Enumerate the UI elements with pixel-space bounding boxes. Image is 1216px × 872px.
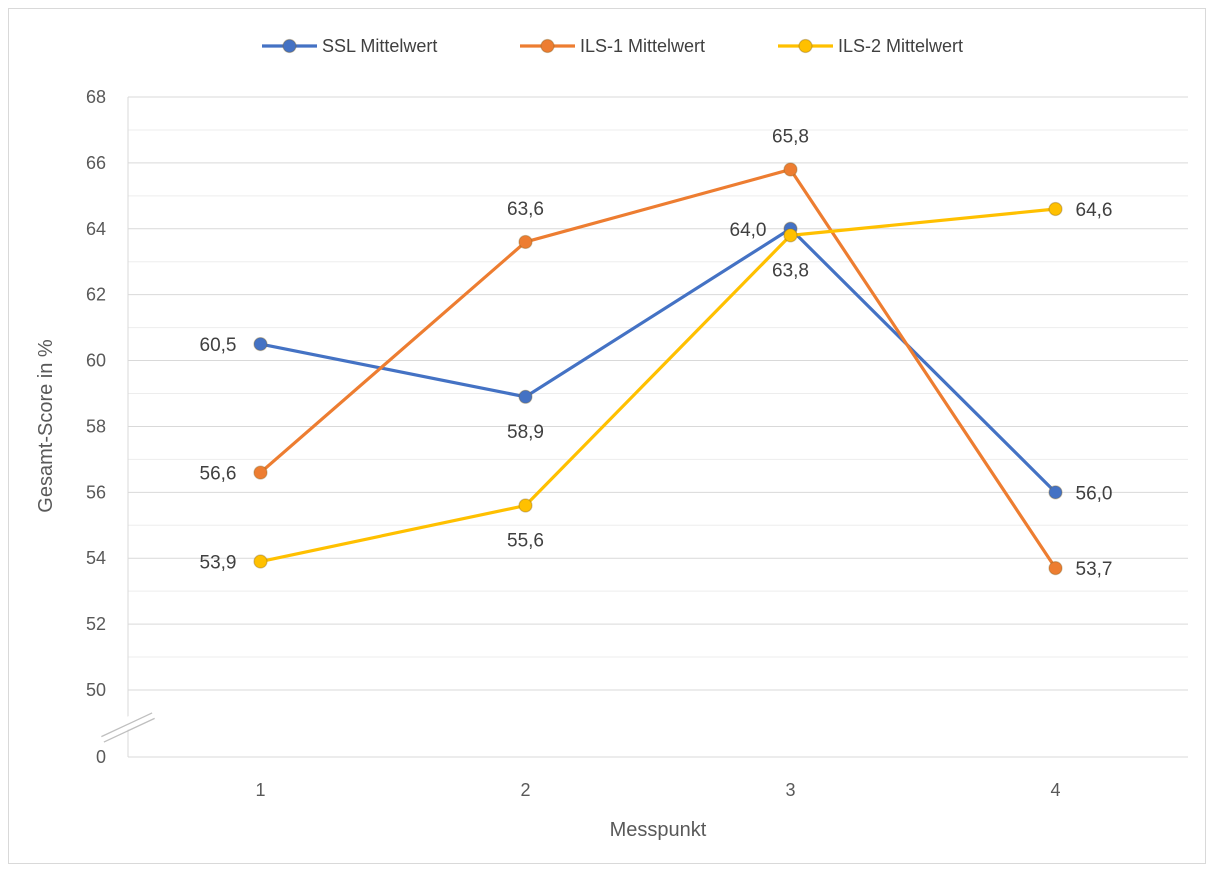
chart-frame (8, 8, 1206, 864)
y-tick-label: 50 (86, 680, 106, 700)
y-tick-label: 62 (86, 285, 106, 305)
data-label: 63,6 (507, 199, 544, 220)
data-label: 64,6 (1076, 200, 1113, 221)
data-point (1048, 561, 1063, 576)
y-axis-title: Gesamt-Score in % (35, 339, 57, 513)
gridlines (128, 96, 1188, 691)
x-tick-label: 1 (255, 780, 265, 800)
legend-label: ILS-2 Mittelwert (838, 36, 963, 56)
data-point (253, 465, 268, 480)
legend: SSL Mittelwert ILS-1 Mittelwert ILS-2 Mitt… (262, 36, 963, 56)
data-label: 53,9 (200, 553, 237, 574)
y-tick-label: 68 (86, 87, 106, 107)
y-tick-label: 64 (86, 219, 106, 239)
legend-marker (798, 38, 813, 54)
data-point (253, 554, 268, 569)
data-label: 55,6 (507, 531, 544, 552)
x-tick-label: 3 (785, 780, 795, 800)
legend-marker (540, 38, 555, 54)
series-line (258, 227, 1058, 494)
y-tick-label: 58 (86, 416, 106, 436)
legend-label: SSL Mittelwert (322, 36, 437, 56)
axes: 0 50 52 54 56 58 60 62 64 66 68 1 2 3 4 (86, 87, 1188, 800)
axis-break-mark (103, 717, 155, 743)
data-label: 56,0 (1076, 483, 1113, 504)
data-label: 63,8 (772, 260, 809, 281)
series-line (258, 167, 1058, 570)
data-label: 53,7 (1076, 559, 1113, 580)
legend-label: ILS-1 Mittelwert (580, 36, 705, 56)
data-label: 64,0 (730, 220, 767, 241)
axis-break-gap (96, 705, 157, 742)
x-tick-label: 2 (520, 780, 530, 800)
data-labels: 60,5 58,9 64,0 56,0 56,6 63,6 65,8 53,7 53,9 55,6… (200, 126, 1113, 580)
x-tick-label: 4 (1050, 780, 1060, 800)
y-tick-label: 60 (86, 351, 106, 371)
axis-break-mark (101, 712, 153, 738)
series (253, 162, 1063, 576)
data-point (253, 336, 268, 352)
y-tick-label: 54 (86, 548, 106, 568)
data-label: 65,8 (772, 126, 809, 147)
data-label: 56,6 (200, 464, 237, 485)
data-point (783, 162, 798, 177)
legend-marker (282, 38, 297, 54)
y-tick-label: 56 (86, 482, 106, 502)
y-tick-label: 0 (96, 747, 106, 767)
data-point (518, 234, 533, 250)
data-label: 60,5 (200, 335, 237, 356)
data-point (1048, 485, 1063, 500)
data-point (518, 389, 533, 404)
data-point (783, 228, 798, 243)
data-label: 58,9 (507, 422, 544, 443)
data-point (1048, 201, 1063, 217)
series-line (258, 207, 1058, 564)
x-axis-title: Messpunkt (610, 819, 707, 841)
y-tick-label: 52 (86, 614, 106, 634)
y-tick-label: 66 (86, 153, 106, 173)
data-point (518, 498, 533, 513)
